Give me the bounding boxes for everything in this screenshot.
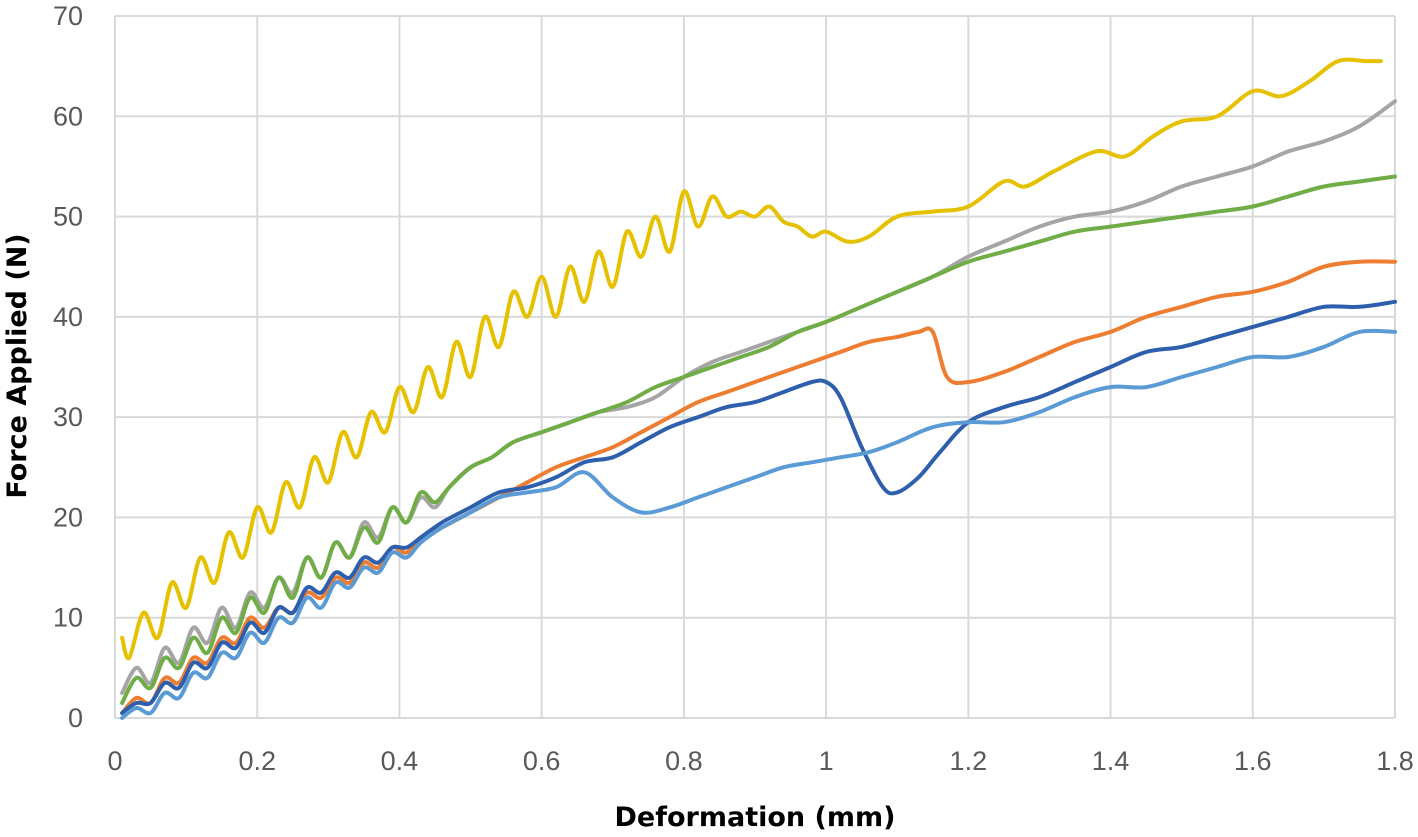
x-tick-label: 0 bbox=[107, 746, 122, 776]
tick-labels: 0 0.2 0.4 0.6 0.8 1 1.2 1.4 1.6 1.8 0 10 20 30 40 50 60 7… bbox=[53, 1, 1414, 776]
y-tick-label: 60 bbox=[53, 101, 83, 131]
x-axis-title: Deformation (mm) bbox=[615, 802, 896, 833]
y-tick-label: 40 bbox=[53, 302, 83, 332]
series-line-6 bbox=[120, 328, 1397, 720]
x-tick-label: 0.8 bbox=[665, 746, 703, 776]
series-line-1 bbox=[120, 57, 1383, 661]
series-line-4 bbox=[120, 259, 1397, 715]
series-line-3 bbox=[120, 174, 1397, 705]
x-tick-label: 0.6 bbox=[523, 746, 561, 776]
y-axis-title: Force Applied (N) bbox=[2, 233, 33, 498]
y-tick-label: 70 bbox=[53, 1, 83, 31]
x-tick-label: 1.4 bbox=[1092, 746, 1130, 776]
y-tick-label: 20 bbox=[53, 502, 83, 532]
y-tick-label: 0 bbox=[68, 703, 83, 733]
series-lines bbox=[120, 57, 1397, 720]
x-tick-label: 0.2 bbox=[238, 746, 276, 776]
y-tick-label: 10 bbox=[53, 603, 83, 633]
x-tick-label: 1.6 bbox=[1234, 746, 1272, 776]
series-line-5 bbox=[120, 299, 1397, 715]
gridlines bbox=[114, 15, 1396, 719]
x-tick-label: 1.2 bbox=[950, 746, 988, 776]
x-tick-label: 1 bbox=[819, 746, 834, 776]
y-tick-label: 30 bbox=[53, 402, 83, 432]
x-tick-label: 1.8 bbox=[1376, 746, 1414, 776]
x-tick-label: 0.4 bbox=[381, 746, 419, 776]
y-tick-label: 50 bbox=[53, 202, 83, 232]
